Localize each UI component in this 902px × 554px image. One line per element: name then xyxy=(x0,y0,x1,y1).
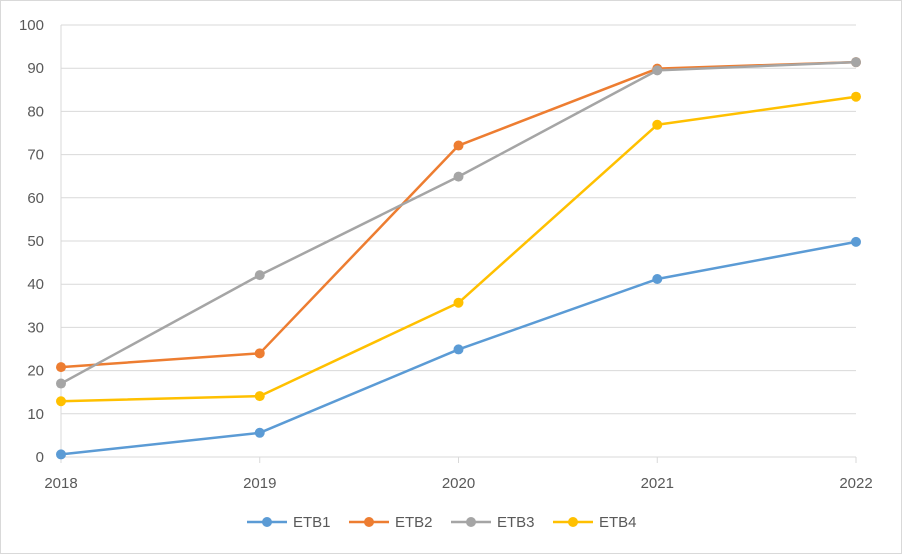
point-etb3-2019 xyxy=(254,270,265,281)
y-tick-label-60: 60 xyxy=(27,190,44,207)
y-tick-label-10: 10 xyxy=(27,406,44,423)
x-tick-label-2019: 2019 xyxy=(243,475,276,492)
y-tick-label-40: 40 xyxy=(27,276,44,293)
point-etb4-2020 xyxy=(453,297,464,308)
point-etb1-2021 xyxy=(652,274,663,285)
y-tick-label-0: 0 xyxy=(36,449,44,466)
series-group xyxy=(56,57,861,460)
legend-item-etb4: ETB4 xyxy=(553,514,637,531)
x-tick-label-2020: 2020 xyxy=(442,475,475,492)
legend-marker-etb1 xyxy=(262,517,272,527)
series-etb3 xyxy=(56,57,861,389)
y-tick-label-90: 90 xyxy=(27,60,44,77)
series-line-etb3 xyxy=(59,60,858,385)
y-tick-label-80: 80 xyxy=(27,103,44,120)
y-tick-label-30: 30 xyxy=(27,319,44,336)
point-etb1-2018 xyxy=(56,449,66,460)
point-etb4-2021 xyxy=(652,119,663,130)
x-axis-tick-labels: 2018 2019 2020 2021 2022 xyxy=(44,475,872,492)
point-etb4-2019 xyxy=(254,391,265,402)
x-tick-label-2018: 2018 xyxy=(44,475,77,492)
legend-marker-etb2 xyxy=(364,517,374,527)
x-tick-label-2021: 2021 xyxy=(641,475,674,492)
y-tick-label-100: 100 xyxy=(19,17,44,34)
point-etb3-2022 xyxy=(851,57,861,68)
gridlines xyxy=(61,24,856,415)
legend-item-etb3: ETB3 xyxy=(451,514,535,531)
point-etb2-2020 xyxy=(453,140,464,151)
point-etb1-2020 xyxy=(453,344,464,355)
legend-marker-etb4 xyxy=(568,517,578,527)
y-tick-label-20: 20 xyxy=(27,363,44,380)
point-etb1-2022 xyxy=(851,236,861,247)
x-tick-label-2022: 2022 xyxy=(839,475,872,492)
series-etb4 xyxy=(56,91,861,407)
point-etb2-2019 xyxy=(254,348,265,359)
y-axis-tick-labels: 0 10 20 30 40 50 60 70 80 90 100 xyxy=(19,17,44,466)
point-etb4-2018 xyxy=(56,396,66,407)
point-etb2-2018 xyxy=(56,362,66,373)
y-tick-label-70: 70 xyxy=(27,147,44,164)
series-etb2 xyxy=(56,57,861,373)
legend-label-etb3: ETB3 xyxy=(497,514,535,531)
point-etb3-2018 xyxy=(56,378,66,389)
point-etb4-2022 xyxy=(851,91,861,102)
legend: ETB1 ETB2 ETB3 ETB4 xyxy=(247,514,637,531)
point-etb3-2020 xyxy=(453,171,464,182)
point-etb1-2019 xyxy=(254,427,265,438)
legend-item-etb2: ETB2 xyxy=(349,514,433,531)
point-etb3-2021 xyxy=(652,65,663,76)
y-tick-label-50: 50 xyxy=(27,233,44,250)
legend-label-etb2: ETB2 xyxy=(395,514,433,531)
legend-label-etb1: ETB1 xyxy=(293,514,331,531)
series-line-etb2 xyxy=(59,60,858,369)
series-etb1 xyxy=(56,236,861,460)
legend-item-etb1: ETB1 xyxy=(247,514,331,531)
legend-marker-etb3 xyxy=(466,517,476,527)
legend-label-etb4: ETB4 xyxy=(599,514,637,531)
